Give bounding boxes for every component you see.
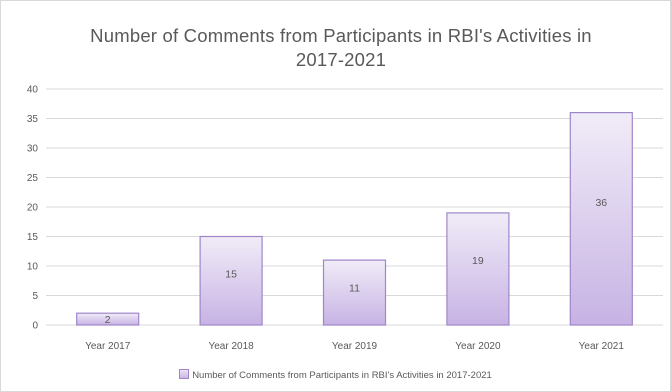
bar — [322, 259, 387, 326]
y-tick-label: 40 — [27, 85, 39, 96]
data-label: 19 — [472, 255, 484, 267]
y-tick-label: 30 — [27, 144, 39, 155]
y-tick-label: 25 — [27, 173, 39, 184]
y-tick-label: 20 — [27, 203, 39, 214]
x-tick-label: Year 2021 — [579, 341, 625, 352]
x-tick-label: Year 2019 — [332, 341, 378, 352]
y-tick-label: 10 — [27, 262, 39, 273]
bar — [446, 212, 510, 326]
data-label: 2 — [105, 314, 111, 326]
y-tick-label: 5 — [32, 291, 38, 302]
x-tick-label: Year 2020 — [455, 341, 501, 352]
y-tick-label: 0 — [32, 321, 38, 332]
bar — [76, 312, 140, 326]
chart-title-line-1: Number of Comments from Participants in … — [90, 25, 592, 46]
legend-swatch — [179, 369, 190, 379]
data-label: 36 — [595, 197, 607, 209]
legend-label: Number of Comments from Participants in … — [192, 370, 492, 381]
x-tick-label: Year 2017 — [85, 341, 131, 352]
x-tick-label: Year 2018 — [208, 341, 254, 352]
y-tick-label: 15 — [27, 232, 39, 243]
chart-title-line-2: 2017-2021 — [295, 49, 387, 70]
legend: Number of Comments from Participants in … — [0, 369, 671, 381]
bar — [199, 235, 263, 326]
bar — [569, 111, 633, 326]
data-label: 11 — [349, 282, 360, 294]
y-tick-label: 35 — [27, 114, 39, 125]
data-label: 15 — [225, 269, 237, 281]
